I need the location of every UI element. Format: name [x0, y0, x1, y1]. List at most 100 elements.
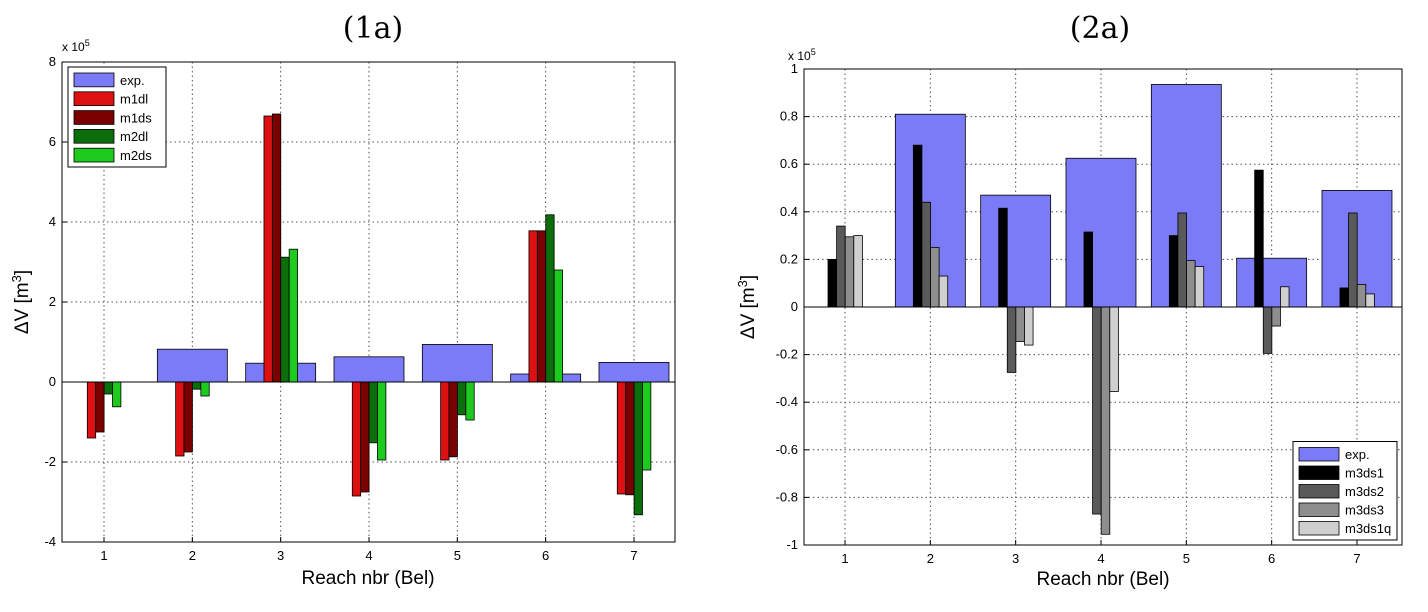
bar-m3ds2-reach-1 — [836, 225, 846, 308]
bar-m1ds-reach-2 — [183, 381, 193, 453]
legend-label: m3ds1q — [1345, 521, 1391, 536]
x-tick-label: 4 — [1097, 551, 1104, 566]
bar-m3ds1q-reach-7 — [1365, 293, 1375, 308]
legend-label: m3ds1 — [1345, 466, 1384, 481]
y-tick-label: 8 — [49, 54, 56, 69]
bar-m3ds2-reach-5 — [1177, 212, 1187, 308]
y-tick-label: 2 — [49, 294, 56, 309]
bar-m2dl-reach-2 — [192, 381, 202, 390]
y-tick-label: -0.6 — [776, 442, 798, 457]
bar-m3ds2-reach-3 — [1006, 306, 1017, 373]
legend-swatch — [73, 128, 115, 144]
bar-m2ds-reach-7 — [642, 381, 652, 471]
legend-swatch — [73, 147, 115, 163]
y-axis-label: ΔV [m3] — [735, 275, 759, 339]
legend-label: m1ds — [120, 110, 152, 125]
y-tick-label: -2 — [44, 454, 56, 469]
legend-swatch — [73, 91, 115, 107]
y-tick-label: 4 — [49, 214, 56, 229]
bar-m2ds-reach-3 — [288, 248, 298, 383]
bar-m3ds1-reach-1 — [827, 258, 838, 308]
x-tick-label: 3 — [277, 548, 284, 563]
bar-m3ds1q-reach-6 — [1280, 286, 1290, 308]
bar-m2dl-reach-1 — [103, 381, 113, 395]
bar-m3ds2-reach-6 — [1262, 306, 1273, 354]
x-axis-label: Reach nbr (Bel) — [1036, 569, 1169, 590]
bar-m3ds1-reach-6 — [1254, 169, 1264, 308]
x-tick-label: 6 — [542, 548, 549, 563]
legend: exp. m3ds1 m3ds2 m3ds3 m3ds1q — [1292, 441, 1398, 541]
x-tick-label: 6 — [1268, 551, 1275, 566]
x-tick-labels: 1 2 3 4 5 6 7 — [841, 540, 1361, 566]
bar-m3ds1-reach-4 — [1083, 231, 1093, 308]
bar-m1dl-reach-6 — [528, 230, 538, 383]
bar-exp-reach-6 — [1236, 257, 1308, 308]
chart-1a: (1a) x 105 -4 -2 0 2 4 6 8 1 2 3 4 5 6 7 Reach nbr (… — [9, 11, 676, 589]
bar-exp-reach-4 — [1065, 157, 1137, 308]
bars — [827, 84, 1393, 535]
legend-swatch — [1298, 465, 1340, 480]
y-axis-label: ΔV [m3] — [9, 270, 33, 334]
bar-m3ds1-reach-2 — [912, 144, 923, 308]
legend-label: m3ds3 — [1345, 503, 1384, 518]
bar-m3ds2-reach-7 — [1348, 212, 1358, 308]
chart-title: (1a) — [343, 11, 403, 46]
bar-m2ds-reach-2 — [200, 381, 210, 397]
y-tick-label: 0 — [791, 299, 798, 314]
y-tick-label: -0.2 — [776, 347, 798, 362]
y-tick-labels: -1 -0.8 -0.6 -0.4 -0.2 0 0.2 0.4 0.6 0.8 1 — [776, 61, 809, 552]
y-tick-label: -4 — [44, 534, 56, 549]
legend-swatch — [1298, 521, 1340, 536]
bar-m3ds3-reach-5 — [1186, 260, 1196, 308]
bar-m3ds1q-reach-2 — [938, 275, 949, 308]
bar-m3ds2-reach-4 — [1092, 306, 1102, 515]
y-tick-label: -1 — [786, 537, 798, 552]
bar-m3ds3-reach-2 — [930, 247, 940, 308]
y-tick-label: 0.6 — [780, 156, 798, 171]
bar-m3ds1-reach-3 — [998, 207, 1008, 308]
y-tick-labels: -4 -2 0 2 4 6 8 — [44, 54, 67, 549]
legend-label: exp. — [120, 73, 145, 88]
bar-m3ds1q-reach-4 — [1109, 306, 1119, 392]
bar-m3ds2-reach-2 — [921, 201, 931, 308]
bar-m3ds3-reach-3 — [1015, 306, 1025, 342]
bar-m2ds-reach-1 — [112, 381, 122, 408]
legend-swatch — [73, 72, 115, 88]
y-tick-label: 6 — [49, 134, 56, 149]
x-tick-label: 2 — [927, 551, 934, 566]
x-tick-label: 5 — [454, 548, 461, 563]
bar-m3ds1q-reach-1 — [853, 235, 863, 308]
bar-m2ds-reach-4 — [377, 381, 387, 461]
y-tick-label: 1 — [791, 61, 798, 76]
bar-m2ds-reach-6 — [553, 269, 563, 383]
legend-label: m2dl — [120, 129, 148, 144]
x-tick-label: 1 — [100, 548, 107, 563]
bar-m1dl-reach-3 — [263, 115, 273, 383]
bar-m3ds1q-reach-5 — [1194, 266, 1205, 308]
x-axis-label: Reach nbr (Bel) — [301, 568, 434, 589]
bar-m1ds-reach-7 — [625, 381, 635, 496]
bar-exp-reach-2 — [156, 348, 228, 383]
bar-exp-reach-7 — [598, 361, 670, 383]
bar-m1dl-reach-2 — [175, 381, 185, 457]
bar-exp-reach-3 — [980, 194, 1052, 308]
x-tick-label: 4 — [365, 548, 372, 563]
bar-m3ds1-reach-7 — [1339, 287, 1349, 308]
bar-m2dl-reach-5 — [457, 381, 467, 416]
legend-swatch — [1298, 502, 1340, 517]
bar-m3ds3-reach-7 — [1356, 283, 1367, 308]
y-tick-label: 0.8 — [780, 109, 798, 124]
bar-m3ds1-reach-5 — [1168, 235, 1179, 308]
bar-m1dl-reach-7 — [616, 381, 627, 495]
legend-swatch — [1298, 447, 1340, 462]
legend-label: m1dl — [120, 92, 148, 107]
x-tick-label: 7 — [630, 548, 637, 563]
bar-m1ds-reach-5 — [448, 381, 458, 458]
bar-m2dl-reach-3 — [280, 256, 290, 383]
bars — [86, 113, 670, 516]
x-tick-label: 2 — [189, 548, 196, 563]
bar-m2dl-reach-6 — [545, 214, 555, 383]
bar-exp-reach-5 — [421, 343, 493, 383]
bar-exp-reach-4 — [333, 356, 405, 383]
